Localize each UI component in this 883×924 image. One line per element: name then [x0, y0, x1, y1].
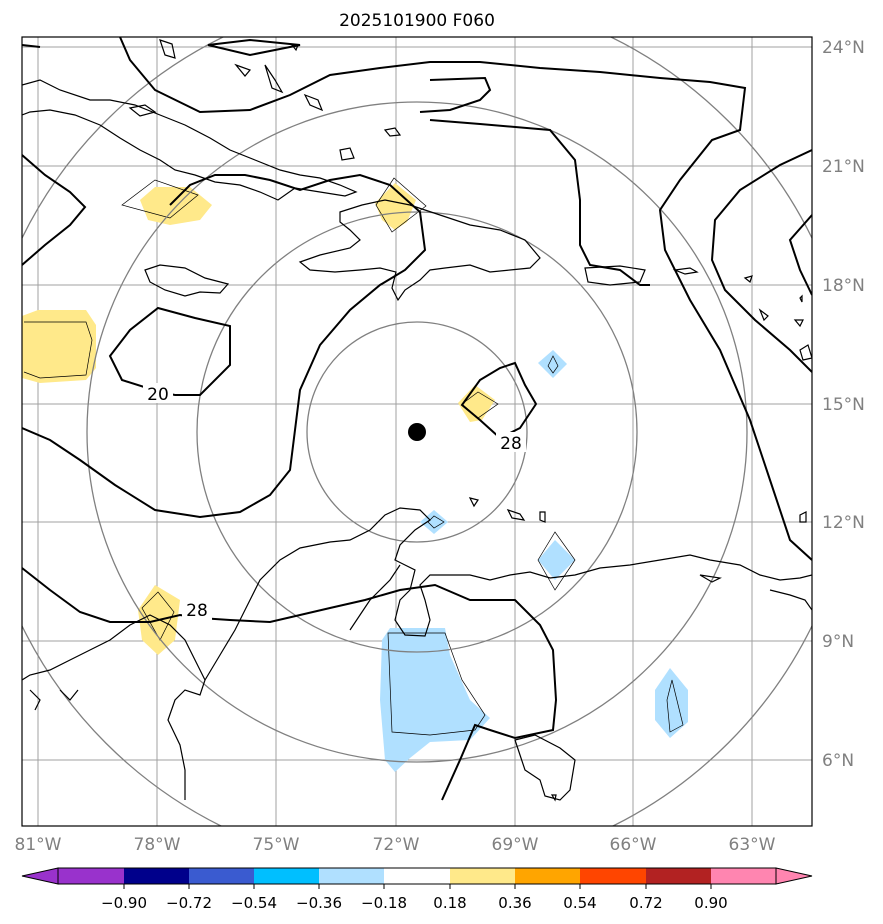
lon-label-66: 66°W	[610, 835, 657, 855]
lat-label-6: 6°N	[822, 751, 854, 771]
anomaly-outlines	[23, 177, 684, 736]
colorbar-segment-11	[711, 868, 776, 884]
colorbar-tick-label: 0.90	[694, 894, 727, 912]
coastlines	[22, 39, 812, 802]
colorbar-outline	[57, 867, 777, 885]
colorbar-segment-1	[58, 868, 124, 884]
lat-label-15: 15°N	[822, 395, 865, 415]
positive-anomaly-shading	[22, 183, 495, 655]
colorbar-segment-6	[384, 868, 450, 884]
lon-label-78: 78°W	[134, 835, 181, 855]
colorbar-ticks	[123, 884, 712, 889]
colorbar: −0.90 −0.72 −0.54 −0.36 −0.18 0.18 0.36 …	[21, 867, 813, 912]
colorbar-tick-label: −0.18	[361, 894, 407, 912]
colorbar-tick-label: −0.54	[231, 894, 277, 912]
lon-label-81: 81°W	[15, 835, 62, 855]
lat-label-24: 24°N	[822, 38, 865, 58]
contour-lines	[22, 37, 812, 801]
contour-label-group: 20 28 28	[143, 383, 526, 621]
colorbar-tick-labels: −0.90 −0.72 −0.54 −0.36 −0.18 0.18 0.36 …	[101, 894, 728, 912]
longitude-labels: 81°W 78°W 75°W 72°W 69°W 66°W 63°W	[15, 835, 776, 855]
colorbar-tick-label: 0.36	[498, 894, 531, 912]
lat-label-12: 12°N	[822, 513, 865, 533]
contour-label-28-west: 28	[186, 601, 208, 621]
colorbar-segment-3	[189, 868, 254, 884]
lon-label-72: 72°W	[373, 835, 420, 855]
contour-label-20: 20	[147, 385, 169, 405]
colorbar-segment-2	[124, 868, 189, 884]
lon-label-75: 75°W	[253, 835, 300, 855]
latitude-labels: 24°N 21°N 18°N 15°N 12°N 9°N 6°N	[822, 38, 865, 771]
colorbar-tick-label: −0.36	[296, 894, 342, 912]
range-rings	[22, 37, 812, 826]
colorbar-tick-label: −0.90	[101, 894, 147, 912]
lon-label-69: 69°W	[492, 835, 539, 855]
colorbar-under-arrow	[21, 867, 59, 885]
map-border	[21, 36, 813, 827]
lat-label-18: 18°N	[822, 276, 865, 296]
colorbar-segment-8	[515, 868, 580, 884]
colorbar-over-arrow	[775, 867, 813, 885]
lat-label-21: 21°N	[822, 157, 865, 177]
colorbar-tick-label: 0.54	[563, 894, 596, 912]
lat-label-9: 9°N	[822, 632, 854, 652]
storm-center-marker	[408, 423, 426, 441]
colorbar-tick-label: −0.72	[166, 894, 212, 912]
colorbar-segment-7	[450, 868, 515, 884]
map-title: 2025101900 F060	[339, 11, 495, 31]
negative-anomaly-shading	[380, 350, 688, 772]
lon-label-63: 63°W	[729, 835, 776, 855]
contour-label-28-east: 28	[500, 434, 522, 454]
colorbar-tick-label: 0.72	[629, 894, 662, 912]
colorbar-segment-10	[646, 868, 711, 884]
colorbar-tick-label: 0.18	[433, 894, 466, 912]
colorbar-segment-4	[254, 868, 319, 884]
colorbar-segment-5	[319, 868, 384, 884]
colorbar-segment-9	[580, 868, 646, 884]
